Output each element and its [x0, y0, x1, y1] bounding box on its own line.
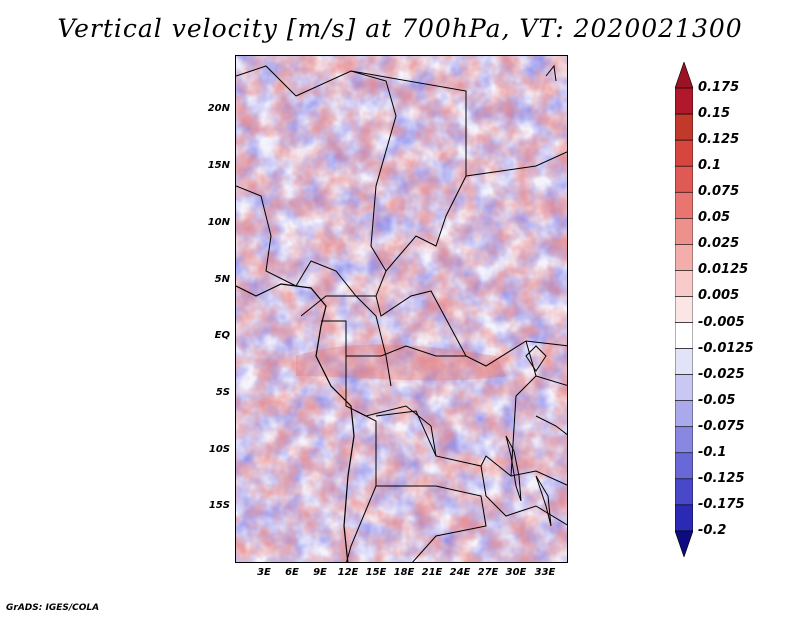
- colorbar-tick-label: -0.125: [698, 470, 745, 486]
- colorbar-segment: [675, 374, 693, 401]
- colorbar-segment: [675, 113, 693, 141]
- lon-tick-label: 18E: [393, 567, 415, 578]
- colorbar-tick-label: 0.005: [698, 288, 740, 304]
- map-panel: [235, 55, 568, 563]
- lon-tick-label: 12E: [337, 567, 359, 578]
- lon-tick-label: 21E: [421, 567, 443, 578]
- lon-tick-label: 27E: [477, 567, 499, 578]
- colorbar-tick-label: 0.05: [698, 210, 731, 226]
- lon-tick-label: 9E: [313, 567, 327, 578]
- lat-tick-label: 15N: [207, 160, 230, 171]
- colorbar-segment: [675, 504, 693, 532]
- colorbar-tick-label: 0.0125: [698, 262, 749, 278]
- coastline: [236, 283, 355, 562]
- lon-tick-label: 30E: [505, 567, 527, 578]
- lat-tick-label: 15S: [208, 500, 230, 511]
- lat-tick-label: 10N: [207, 217, 230, 228]
- ascent-field: [236, 56, 567, 562]
- lat-tick-label: 20N: [207, 103, 230, 114]
- colorbar-tick-label: -0.025: [698, 366, 745, 382]
- great-lakes: [505, 345, 552, 527]
- colorbar-tick-label: 0.075: [698, 184, 740, 200]
- velocity-field-map: [236, 56, 567, 562]
- colorbar-segment: [675, 322, 693, 349]
- colorbar-tick-label: 0.175: [698, 80, 740, 96]
- colorbar-segment: [675, 191, 693, 219]
- colorbar-tick-label: -0.175: [698, 496, 745, 512]
- lon-tick-label: 33E: [534, 567, 556, 578]
- colorbar-tick-label: -0.1: [698, 444, 727, 460]
- colorbar-tick-label: -0.075: [698, 418, 745, 434]
- colorbar-segment: [675, 165, 693, 193]
- colorbar: [675, 62, 693, 557]
- chart-title: Vertical velocity [m/s] at 700hPa, VT: 2…: [57, 14, 743, 43]
- lat-tick-label: 10S: [208, 444, 230, 455]
- lon-tick-label: 3E: [257, 567, 271, 578]
- colorbar-tick-label: 0.15: [698, 106, 731, 122]
- colorbar-segment: [675, 348, 693, 375]
- colorbar-segment: [675, 218, 693, 245]
- grads-credit: GrADS: IGES/COLA: [6, 603, 100, 613]
- colorbar-segment: [675, 244, 693, 271]
- country-borders: [236, 64, 567, 562]
- colorbar-tick-label: 0.025: [698, 236, 740, 252]
- lon-tick-label: 15E: [365, 567, 387, 578]
- colorbar-segment: [675, 270, 693, 297]
- colorbar-tick-label: 0.125: [698, 132, 740, 148]
- colorbar-segment: [675, 452, 693, 480]
- lat-tick-label: 5S: [215, 387, 230, 398]
- colorbar-tick-label: 0.1: [698, 158, 722, 174]
- colorbar-tick-label: -0.005: [698, 314, 745, 330]
- lat-tick-label: 5N: [214, 274, 230, 285]
- equatorial-ascent-band: [296, 344, 506, 381]
- colorbar-segment: [675, 87, 693, 115]
- colorbar-tick-label: -0.0125: [698, 340, 754, 356]
- colorbar-top-arrow: [675, 62, 693, 89]
- colorbar-segment: [675, 296, 693, 323]
- colorbar-tick-label: -0.05: [698, 392, 736, 408]
- colorbar-segment: [675, 400, 693, 428]
- colorbar-segment: [675, 139, 693, 167]
- lon-tick-label: 24E: [449, 567, 471, 578]
- colorbar-segment: [675, 426, 693, 454]
- lat-tick-label: EQ: [214, 330, 230, 341]
- colorbar-bottom-arrow: [675, 530, 693, 557]
- colorbar-segment: [675, 478, 693, 506]
- lon-tick-label: 6E: [285, 567, 299, 578]
- colorbar-tick-label: -0.2: [698, 522, 727, 538]
